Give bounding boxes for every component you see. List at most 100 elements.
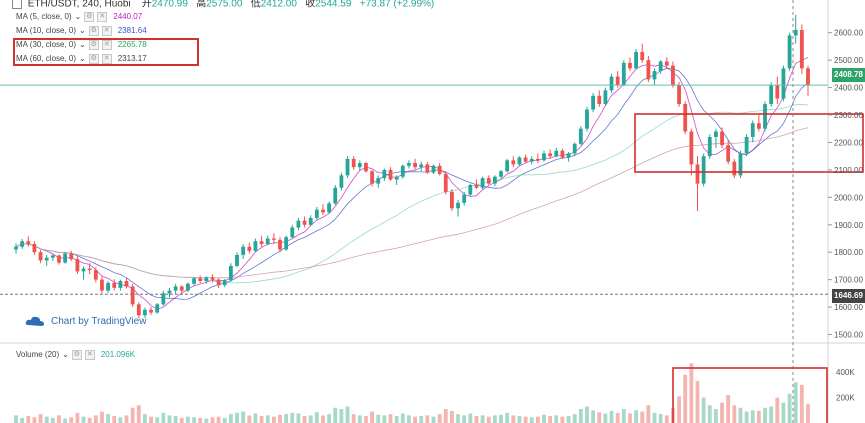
indicator-label: MA (10, close, 0) [16, 26, 77, 35]
volume-bar [658, 414, 663, 423]
settings-icon[interactable]: ⚙ [88, 26, 99, 36]
volume-indicator[interactable]: Volume (20) ⌄ ⚙ ✕ 201.096K [16, 349, 135, 361]
indicator-ma60[interactable]: MA (60, close, 0) ⌄ ⚙ ✕ 2313.17 [16, 53, 147, 65]
volume-bar [806, 403, 810, 423]
dropdown-icon[interactable]: ⌄ [79, 40, 86, 49]
candle-body [93, 270, 98, 280]
volume-bar [578, 409, 583, 423]
volume-bar [136, 405, 141, 423]
candle [714, 128, 718, 148]
settings-icon[interactable]: ⚙ [71, 350, 82, 360]
candle [321, 204, 325, 216]
candle-body [677, 84, 681, 105]
close-icon[interactable]: ✕ [97, 12, 108, 22]
candle [50, 253, 55, 261]
settings-icon[interactable]: ⚙ [84, 12, 95, 22]
candle [621, 60, 626, 87]
volume-bar [732, 405, 737, 423]
volume-bar [707, 405, 712, 423]
volume-bar [321, 415, 325, 423]
candle [26, 236, 31, 247]
symbol-label[interactable]: ETH/USDT, 240, Huobi [27, 0, 131, 10]
candle [75, 256, 80, 275]
candle-body [302, 220, 307, 225]
candle-body [44, 257, 49, 261]
candle-body [756, 123, 761, 129]
volume-bar [664, 415, 669, 423]
candle [763, 101, 767, 132]
open-label: 开 [141, 0, 152, 10]
candle-body [192, 278, 196, 284]
candle [781, 65, 786, 102]
candle [523, 154, 528, 164]
candle-body [664, 61, 669, 66]
candle [499, 169, 503, 180]
volume-bar [186, 416, 190, 423]
candle-body [259, 241, 264, 244]
close-icon[interactable]: ✕ [101, 26, 112, 36]
volume-bar [44, 416, 49, 423]
candle [136, 302, 141, 319]
volume-bar [118, 417, 123, 423]
candle-body [376, 178, 381, 184]
candle-body [136, 304, 141, 316]
open-value: 2470.99 [151, 0, 188, 10]
close-icon[interactable]: ✕ [101, 40, 112, 50]
candlestick-series[interactable] [14, 14, 810, 319]
price-tick-label: 2300.00 [834, 111, 863, 120]
indicator-ma30[interactable]: MA (30, close, 0) ⌄ ⚙ ✕ 2265.78 [16, 39, 147, 51]
volume-bar [81, 416, 86, 423]
candle-body [529, 158, 534, 162]
dropdown-icon[interactable]: ⌄ [79, 54, 86, 63]
volume-bar [130, 407, 135, 423]
volume-bar [63, 418, 68, 423]
candle [296, 217, 301, 231]
price-tick-label: 2600.00 [834, 29, 863, 38]
price-axis[interactable]: 2600.00 2500.00 2400.00 2300.00 2200.00 2100.… [828, 29, 863, 403]
level-price-tag: 1646.69 [832, 289, 865, 303]
volume-bar [278, 414, 282, 423]
volume-bar [603, 413, 608, 423]
close-icon[interactable]: ✕ [101, 54, 112, 64]
moving-average-lines [15, 57, 809, 310]
last-price-tag: 2408.78 [832, 68, 865, 82]
volume-bar [308, 415, 313, 423]
close-icon[interactable]: ✕ [84, 350, 95, 360]
dropdown-icon[interactable]: ⌄ [79, 26, 86, 35]
volume-bar [738, 407, 743, 423]
candle-body [640, 51, 645, 61]
volume-bar [57, 415, 61, 423]
candle-body [167, 290, 172, 294]
candle [664, 57, 669, 69]
dropdown-icon[interactable]: ⌄ [62, 350, 69, 359]
volume-bar [247, 415, 252, 423]
candle-body [57, 255, 61, 263]
volume-bar [302, 416, 307, 423]
candle [143, 307, 147, 319]
dropdown-icon[interactable]: ⌄ [74, 12, 82, 21]
candle [677, 82, 681, 107]
volume-series[interactable] [14, 363, 810, 423]
volume-bar [456, 414, 460, 423]
indicator-ma10[interactable]: MA (10, close, 0) ⌄ ⚙ ✕ 2381.64 [16, 25, 147, 37]
candle [744, 134, 749, 157]
volume-bar [87, 417, 92, 423]
candle [542, 150, 546, 162]
candle [259, 235, 264, 247]
candle-body [20, 241, 25, 247]
volume-bar [284, 414, 289, 423]
settings-icon[interactable]: ⚙ [88, 40, 99, 50]
volume-bar [621, 409, 626, 423]
indicator-value: 2440.07 [113, 12, 143, 21]
volume-bar [106, 414, 110, 423]
settings-icon[interactable]: ⚙ [88, 54, 99, 64]
volume-bar [425, 415, 430, 423]
collapse-icon[interactable] [12, 0, 22, 9]
indicator-ma5[interactable]: MA (5, close, 0) ⌄ ⚙ ✕ 2440.07 [16, 11, 142, 23]
candle [118, 279, 123, 291]
volume-bar [437, 414, 442, 423]
tradingview-watermark[interactable]: Chart by TradingView [25, 315, 146, 327]
annotation-box-volume [672, 367, 828, 423]
